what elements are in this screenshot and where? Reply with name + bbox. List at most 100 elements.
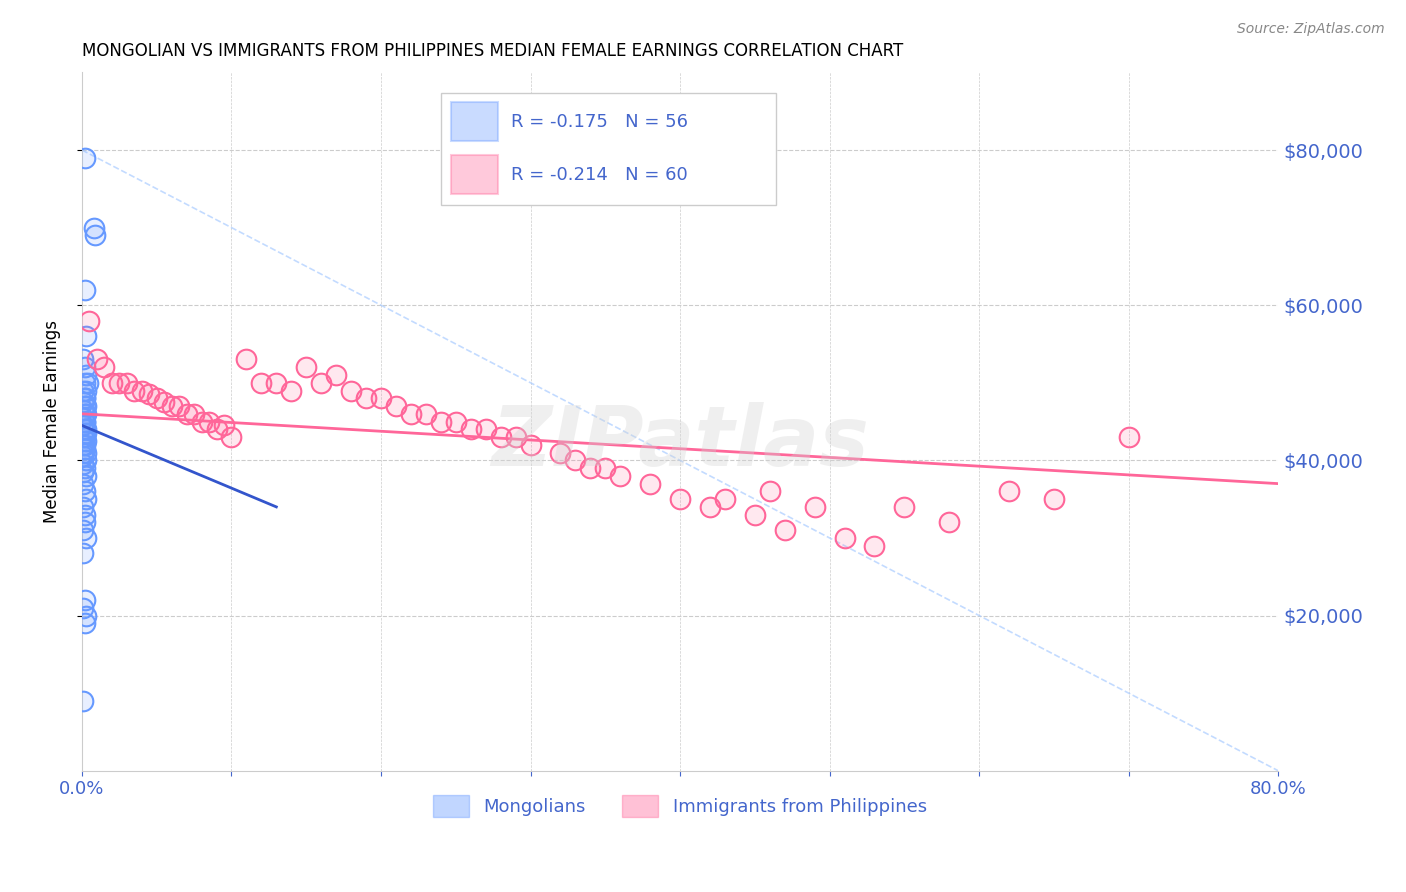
Point: [72, 403, 94, 417]
Point: [73, 376, 96, 390]
Point: [669, 492, 692, 507]
Y-axis label: Median Female Earnings: Median Female Earnings: [44, 320, 60, 523]
Point: [773, 523, 796, 537]
Point: [198, 415, 221, 429]
Text: Source: ZipAtlas.com: Source: ZipAtlas.com: [1237, 22, 1385, 37]
Point: [72, 476, 94, 491]
Point: [834, 531, 856, 545]
Point: [73, 461, 96, 475]
Point: [72, 457, 94, 471]
Point: [595, 461, 617, 475]
Point: [73, 616, 96, 631]
Point: [73, 360, 96, 375]
Point: [73, 392, 96, 406]
Point: [75, 422, 97, 436]
Point: [73, 430, 96, 444]
Point: [998, 484, 1021, 499]
Point: [340, 384, 363, 398]
Point: [73, 422, 96, 436]
Point: [75, 608, 97, 623]
Point: [72, 418, 94, 433]
Point: [73, 415, 96, 429]
Point: [75, 434, 97, 448]
Point: [325, 368, 347, 382]
Point: [75, 468, 97, 483]
Point: [176, 407, 198, 421]
Point: [73, 508, 96, 522]
Point: [75, 531, 97, 545]
Point: [415, 407, 437, 421]
Point: [108, 376, 131, 390]
Point: [83, 220, 105, 235]
Point: [84, 228, 107, 243]
Text: ZIPatlas: ZIPatlas: [491, 402, 869, 483]
Point: [73, 407, 96, 421]
Point: [138, 387, 160, 401]
Point: [93, 360, 115, 375]
Point: [474, 422, 496, 436]
Point: [72, 600, 94, 615]
Point: [73, 151, 96, 165]
Point: [77, 376, 100, 390]
Point: [250, 376, 273, 390]
Point: [72, 546, 94, 560]
Legend: Mongolians, Immigrants from Philippines: Mongolians, Immigrants from Philippines: [426, 788, 934, 824]
Point: [75, 329, 97, 343]
Point: [505, 430, 527, 444]
Point: [72, 384, 94, 398]
Point: [153, 395, 176, 409]
Point: [609, 468, 631, 483]
Point: [73, 415, 96, 429]
Point: [72, 410, 94, 425]
Point: [564, 453, 586, 467]
Point: [399, 407, 422, 421]
Point: [73, 516, 96, 530]
Point: [758, 484, 780, 499]
Point: [73, 283, 96, 297]
Point: [73, 593, 96, 607]
Point: [489, 430, 512, 444]
Point: [309, 376, 332, 390]
Point: [638, 476, 661, 491]
Point: [72, 500, 94, 514]
Point: [75, 492, 97, 507]
Point: [160, 399, 183, 413]
Point: [72, 352, 94, 367]
Point: [460, 422, 482, 436]
Point: [75, 407, 97, 421]
Point: [579, 461, 602, 475]
Point: [550, 445, 572, 459]
Point: [86, 352, 108, 367]
Point: [79, 314, 101, 328]
Point: [190, 415, 212, 429]
Point: [354, 392, 377, 406]
Point: [75, 453, 97, 467]
Point: [295, 360, 318, 375]
Point: [124, 384, 146, 398]
Text: MONGOLIAN VS IMMIGRANTS FROM PHILIPPINES MEDIAN FEMALE EARNINGS CORRELATION CHAR: MONGOLIAN VS IMMIGRANTS FROM PHILIPPINES…: [82, 42, 903, 60]
Point: [73, 442, 96, 456]
Point: [938, 516, 960, 530]
Point: [73, 392, 96, 406]
Point: [714, 492, 737, 507]
Point: [72, 450, 94, 464]
Point: [75, 384, 97, 398]
Point: [75, 426, 97, 441]
Point: [73, 399, 96, 413]
Point: [72, 694, 94, 708]
Point: [72, 430, 94, 444]
Point: [72, 445, 94, 459]
Point: [430, 415, 453, 429]
Point: [370, 392, 392, 406]
Point: [266, 376, 288, 390]
Point: [167, 399, 190, 413]
Point: [75, 399, 97, 413]
Point: [205, 422, 228, 436]
Point: [803, 500, 825, 514]
Point: [73, 484, 96, 499]
Point: [1043, 492, 1066, 507]
Point: [699, 500, 721, 514]
Point: [235, 352, 257, 367]
Point: [1118, 430, 1140, 444]
Point: [893, 500, 915, 514]
